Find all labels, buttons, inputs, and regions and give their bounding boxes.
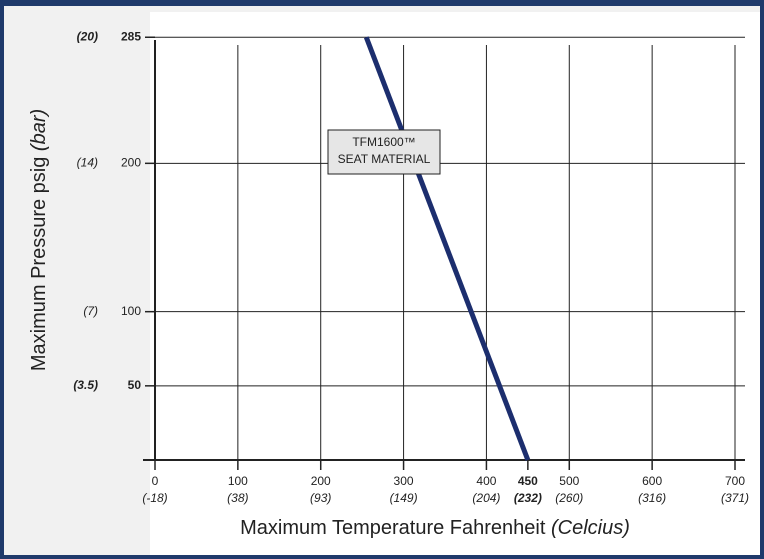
x-tick-label: 0 bbox=[152, 474, 159, 488]
plot-panel bbox=[150, 12, 760, 555]
x-tick-sublabel: (149) bbox=[390, 491, 418, 505]
y-tick-label: 100 bbox=[121, 304, 141, 318]
x-tick-label: 450 bbox=[518, 474, 538, 488]
y-tick-sublabel: (7) bbox=[83, 304, 98, 318]
y-axis-label: Maximum Pressure psig (bar) bbox=[28, 109, 50, 371]
x-tick-sublabel: (204) bbox=[472, 491, 500, 505]
y-tick-label: 200 bbox=[121, 156, 141, 170]
series-line bbox=[363, 36, 531, 461]
annotation-text: SEAT MATERIAL bbox=[338, 152, 431, 166]
x-tick-label: 100 bbox=[228, 474, 248, 488]
y-tick-sublabel: (3.5) bbox=[73, 378, 98, 392]
x-axis-label: Maximum Temperature Fahrenheit (Celcius) bbox=[240, 517, 630, 539]
annotation-text: TFM1600™ bbox=[352, 135, 415, 149]
y-label-text: Maximum Pressure psig bbox=[28, 157, 50, 372]
x-tick-sublabel: (260) bbox=[555, 491, 583, 505]
x-tick-sublabel: (316) bbox=[638, 491, 666, 505]
y-tick-sublabel: (14) bbox=[77, 156, 98, 170]
x-tick-label: 700 bbox=[725, 474, 745, 488]
x-label-unit: (Celcius) bbox=[551, 517, 630, 539]
x-tick-sublabel: (371) bbox=[721, 491, 749, 505]
x-tick-sublabel: (93) bbox=[310, 491, 331, 505]
top-bar bbox=[0, 0, 764, 6]
y-label-unit: (bar) bbox=[28, 109, 50, 151]
x-tick-label: 200 bbox=[311, 474, 331, 488]
y-tick-sublabel: (20) bbox=[77, 29, 98, 43]
y-tick-label: 50 bbox=[128, 378, 142, 392]
annotation-box bbox=[327, 129, 441, 175]
x-tick-sublabel: (38) bbox=[227, 491, 248, 505]
x-tick-label: 300 bbox=[394, 474, 414, 488]
x-tick-label: 400 bbox=[476, 474, 496, 488]
x-tick-sublabel: (-18) bbox=[142, 491, 167, 505]
x-tick-label: 500 bbox=[559, 474, 579, 488]
x-tick-sublabel: (232) bbox=[514, 491, 542, 505]
x-tick-label: 600 bbox=[642, 474, 662, 488]
y-tick-label: 285 bbox=[121, 29, 141, 43]
x-label-text: Maximum Temperature Fahrenheit bbox=[240, 517, 546, 539]
